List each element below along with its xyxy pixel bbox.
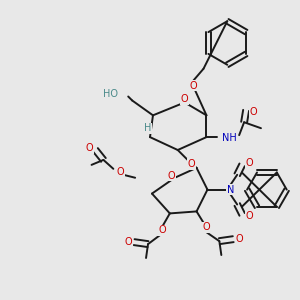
Text: N: N (226, 184, 234, 195)
Text: NH: NH (222, 133, 237, 143)
Text: O: O (236, 234, 243, 244)
Text: O: O (245, 212, 253, 221)
Text: O: O (181, 94, 188, 104)
Text: HO: HO (103, 88, 118, 98)
Text: O: O (116, 167, 124, 177)
Text: O: O (249, 107, 257, 117)
Text: O: O (124, 237, 132, 247)
Text: O: O (190, 81, 197, 91)
Text: O: O (203, 222, 210, 232)
Text: O: O (158, 225, 166, 235)
Text: H: H (144, 123, 152, 133)
Text: O: O (188, 159, 195, 169)
Text: O: O (168, 171, 176, 181)
Text: O: O (86, 143, 93, 153)
Text: O: O (245, 158, 253, 168)
